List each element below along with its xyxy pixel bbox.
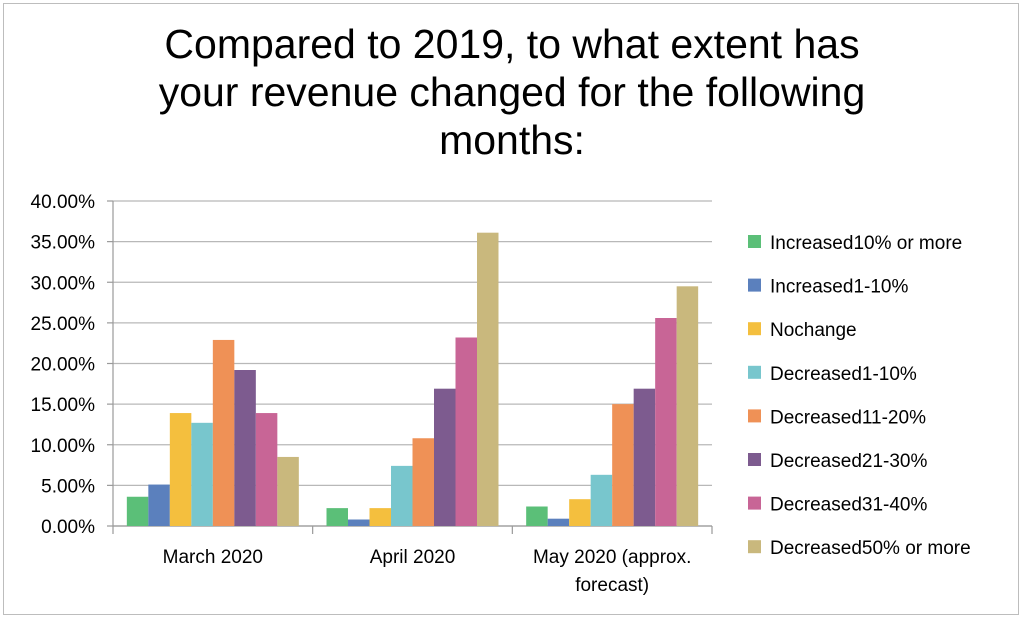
- bar: [348, 519, 370, 526]
- y-tick-label: 15.00%: [31, 395, 96, 416]
- y-tick-label: 10.00%: [31, 436, 96, 457]
- x-category-label: March 2020: [163, 547, 263, 568]
- bar: [676, 286, 699, 526]
- bar: [169, 413, 192, 526]
- legend-label: Decreased31-40%: [770, 495, 927, 516]
- bar: [655, 318, 677, 526]
- bar: [412, 438, 434, 526]
- legend-swatch: [748, 322, 761, 336]
- legend-swatch: [748, 540, 761, 554]
- legend-label: Decreased21-30%: [770, 451, 927, 472]
- legend-swatch: [748, 409, 761, 423]
- bar: [455, 337, 477, 526]
- legend-label: Increased10% or more: [770, 233, 962, 254]
- chart-title-line-1: Compared to 2019, to what extent has: [164, 21, 860, 67]
- chart-title-line-2: your revenue changed for the following: [158, 69, 866, 115]
- bar: [590, 474, 613, 526]
- legend-swatch: [748, 453, 761, 466]
- bar: [612, 404, 634, 526]
- legend-label: Decreased11-20%: [770, 407, 926, 428]
- bar: [126, 496, 149, 526]
- bar: [477, 232, 499, 526]
- chart-title: Compared to 2019, to what extent has you…: [0, 20, 1024, 164]
- y-tick-label: 0.00%: [41, 517, 95, 538]
- x-category-label: May 2020 (approx.: [533, 547, 691, 568]
- legend-label: Nochange: [770, 320, 857, 341]
- legend-label: Decreased1-10%: [770, 364, 917, 385]
- x-category-label: forecast): [575, 575, 649, 596]
- bar: [255, 413, 278, 526]
- y-tick-label: 30.00%: [31, 273, 96, 294]
- bar: [212, 339, 235, 526]
- bar: [148, 484, 170, 526]
- legend-label: Decreased50% or more: [770, 538, 971, 559]
- y-tick-label: 35.00%: [31, 233, 96, 254]
- legend-label: Increased1-10%: [770, 277, 908, 298]
- bar: [391, 465, 413, 526]
- bar: [434, 388, 456, 526]
- bar: [326, 508, 348, 526]
- y-tick-label: 5.00%: [41, 476, 95, 497]
- bar: [547, 518, 570, 526]
- x-category-label: April 2020: [370, 547, 456, 568]
- legend-swatch: [748, 278, 761, 292]
- legend-swatch: [748, 365, 761, 379]
- bar: [369, 508, 391, 526]
- legend-swatch: [748, 235, 761, 248]
- bar: [277, 456, 299, 526]
- y-tick-label: 25.00%: [31, 314, 96, 335]
- y-tick-label: 20.00%: [31, 355, 96, 376]
- bar: [234, 370, 256, 526]
- bar: [633, 388, 656, 526]
- legend-swatch: [748, 496, 761, 510]
- bar: [191, 422, 213, 526]
- chart-title-line-3: months:: [439, 117, 585, 163]
- bar: [569, 499, 591, 526]
- bar: [526, 506, 548, 526]
- y-tick-label: 40.00%: [31, 192, 96, 213]
